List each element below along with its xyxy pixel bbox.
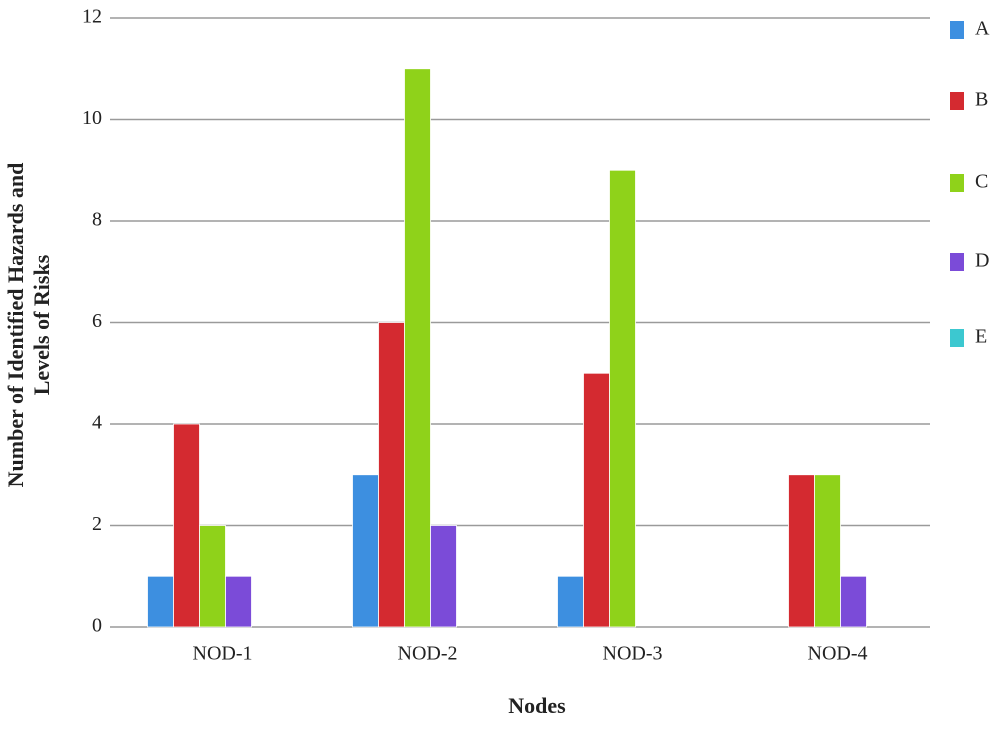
y-tick-label: 12	[82, 6, 102, 28]
bar	[199, 525, 226, 628]
legend-swatch	[950, 329, 964, 347]
bar	[147, 575, 174, 628]
legend-label: A	[975, 18, 990, 40]
bar	[814, 474, 841, 628]
legend-label: C	[975, 171, 988, 193]
y-axis-title: Number of Identified Hazards and	[3, 163, 28, 488]
legend-swatch	[950, 92, 964, 110]
bar	[583, 372, 610, 628]
bar	[557, 575, 584, 628]
bar	[404, 68, 431, 628]
bar	[352, 474, 379, 628]
x-tick-label: NOD-4	[808, 643, 868, 665]
x-tick-label: NOD-2	[398, 643, 458, 665]
y-axis-title-group: Number of Identified Hazards and Levels …	[3, 163, 54, 488]
bar	[840, 575, 867, 628]
bar	[788, 474, 815, 628]
bar	[430, 525, 457, 628]
y-tick-label: 2	[92, 513, 102, 535]
y-tick-label: 0	[92, 615, 102, 637]
legend-label: E	[975, 326, 987, 348]
legend-label: D	[975, 250, 989, 272]
y-tick-label: 8	[92, 209, 102, 231]
bar	[609, 169, 636, 628]
y-axis-title: Levels of Risks	[29, 254, 54, 395]
x-tick-label: NOD-3	[603, 643, 663, 665]
x-axis-title: Nodes	[508, 693, 566, 718]
legend-swatch	[950, 174, 964, 192]
y-tick-label: 10	[82, 107, 102, 129]
bar	[173, 423, 200, 628]
legend-swatch	[950, 253, 964, 271]
y-tick-label: 4	[92, 412, 102, 434]
bar	[225, 575, 252, 628]
bar	[378, 322, 405, 628]
y-tick-label: 6	[92, 310, 102, 332]
legend-swatch	[950, 21, 964, 39]
x-tick-label: NOD-1	[193, 643, 253, 665]
legend-label: B	[975, 89, 988, 111]
